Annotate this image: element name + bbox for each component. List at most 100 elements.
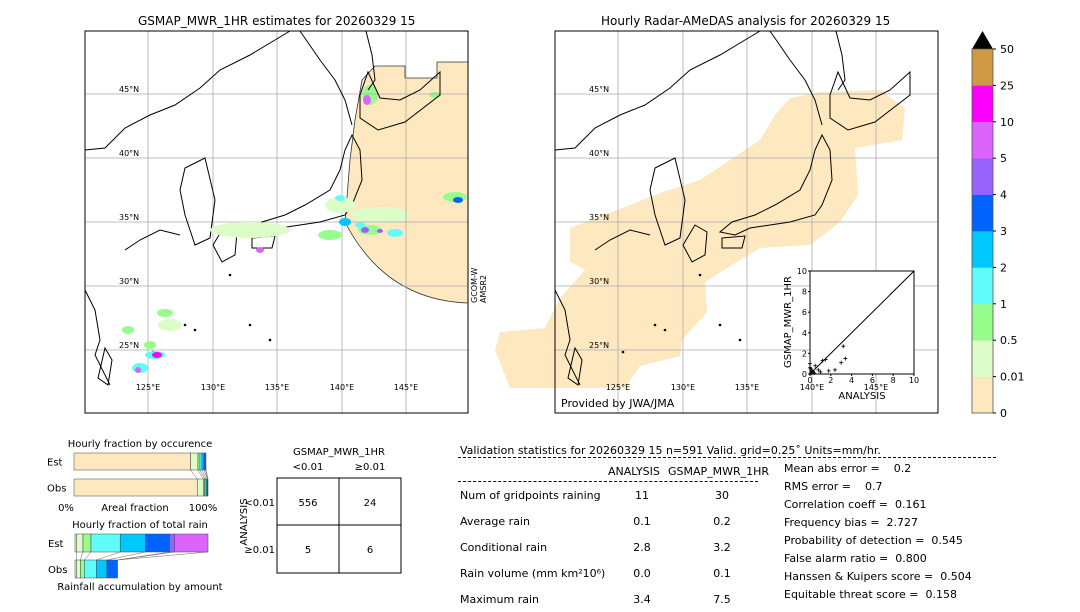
x-tick-label: 6 (870, 376, 875, 385)
y-tick-label: 2 (802, 349, 807, 358)
connector-line (197, 469, 204, 480)
stat-analysis: 11 (635, 489, 649, 502)
coastline (835, 30, 846, 91)
y-tick-label: 0 (802, 370, 807, 379)
coastline (299, 30, 353, 126)
colorbar-label: 3 (1000, 225, 1007, 238)
island (663, 328, 667, 332)
coastline (359, 70, 441, 131)
rain-cell (361, 227, 369, 233)
coastline (365, 30, 376, 91)
bar-segment (76, 559, 81, 579)
rain-cell (387, 229, 403, 237)
island (621, 350, 625, 354)
island (738, 338, 742, 342)
stats-header: Validation statistics for 20260329 15 n=… (460, 444, 881, 457)
rain-cell (122, 326, 134, 334)
colorbar-segment (972, 267, 993, 305)
stat-analysis: 0.0 (633, 567, 651, 580)
colorbar-label: 0.5 (1000, 334, 1018, 347)
bar-segment (106, 559, 118, 579)
connector-line (205, 469, 208, 480)
lat-label: 30°N (589, 277, 609, 286)
coastline (179, 157, 216, 246)
table-cell: 24 (364, 498, 377, 509)
connector-line (205, 469, 209, 480)
coastline (567, 346, 583, 386)
rain-cell (335, 195, 345, 201)
island (653, 323, 657, 327)
scatter-point (839, 360, 844, 365)
rain-cell (339, 218, 351, 226)
connector-line (96, 551, 121, 561)
table-cell: 556 (298, 498, 317, 509)
connector-line (203, 469, 208, 480)
connector-line (106, 551, 146, 561)
x-tick-label: 0 (807, 376, 812, 385)
rain-cell (355, 222, 365, 228)
coastline (124, 229, 181, 251)
row-label: <0.01 (244, 498, 275, 509)
scatter-point (843, 356, 848, 361)
bar-category-label: Est (48, 539, 64, 550)
total-rain-xlabel: Rainfall accumulation by amount (57, 582, 222, 593)
total-rain-bars: Est Obs (48, 533, 209, 579)
scatter-point (816, 367, 821, 372)
lon-label: 130°E (671, 383, 695, 392)
coastline (84, 289, 111, 386)
stat-label: Maximum rain (460, 593, 539, 606)
stat-gsmap: 7.5 (713, 593, 731, 606)
scatter-point (841, 344, 846, 349)
y-tick-label: 10 (797, 267, 807, 276)
stat-label: Rain volume (mm km²10⁶) (460, 567, 606, 580)
stat-gsmap: 0.2 (713, 515, 731, 528)
connector-line (117, 551, 175, 561)
stat-analysis: 3.4 (633, 593, 651, 606)
rain-cell (256, 247, 264, 253)
divider (458, 457, 996, 458)
scatter-point (809, 366, 814, 371)
credit: Provided by JWA/JMA (561, 397, 675, 410)
island (228, 273, 232, 277)
bar-segment (90, 533, 121, 553)
bar-segment (205, 452, 207, 471)
island (183, 323, 187, 327)
lon-label: 130°E (201, 383, 225, 392)
island (698, 273, 702, 277)
scatter-point (813, 363, 818, 368)
scatter-point (812, 370, 817, 375)
scatter-point (808, 361, 812, 366)
connector-line (190, 469, 198, 480)
x-tick-label: 8 (891, 376, 896, 385)
rain-cell (158, 319, 182, 331)
y-axis-label: GSMAP_MWR_1HR (783, 276, 794, 368)
bar-segment (82, 533, 92, 553)
lon-label: 125°E (606, 383, 630, 392)
diagonal-line (809, 270, 915, 375)
contingency-table: GSMAP_MWR_1HR<0.01 ≥0.01ANALYSIS<0.01≥0.0… (239, 447, 402, 574)
x-tick-label: 2 (828, 376, 833, 385)
lon-label: 135°E (735, 383, 759, 392)
colorbar-label: 5 (1000, 152, 1007, 165)
lat-label: 35°N (589, 213, 609, 222)
x-tick-label: 10 (909, 376, 919, 385)
score-line: False alarm ratio = 0.800 (784, 552, 927, 565)
connector-line (84, 551, 92, 561)
x-tick-label: 4 (849, 376, 854, 385)
scatter-point (832, 367, 837, 372)
rain-cell (350, 207, 410, 223)
score-line: Hanssen & Kuipers score = 0.504 (784, 570, 972, 583)
col-analysis: ANALYSIS (608, 465, 660, 478)
y-tick-label: 8 (802, 288, 807, 297)
bar-segment (190, 452, 199, 471)
right-map-title: Hourly Radar-AMeDAS analysis for 2026032… (601, 14, 891, 28)
lon-label: 140°E (330, 383, 354, 392)
map-frame (554, 30, 939, 414)
left-map-title: GSMAP_MWR_1HR estimates for 20260329 15 (138, 14, 416, 28)
stat-label: Average rain (460, 515, 530, 528)
lat-label: 25°N (119, 341, 139, 350)
colorbar-segment (972, 376, 993, 414)
lat-label: 35°N (119, 213, 139, 222)
